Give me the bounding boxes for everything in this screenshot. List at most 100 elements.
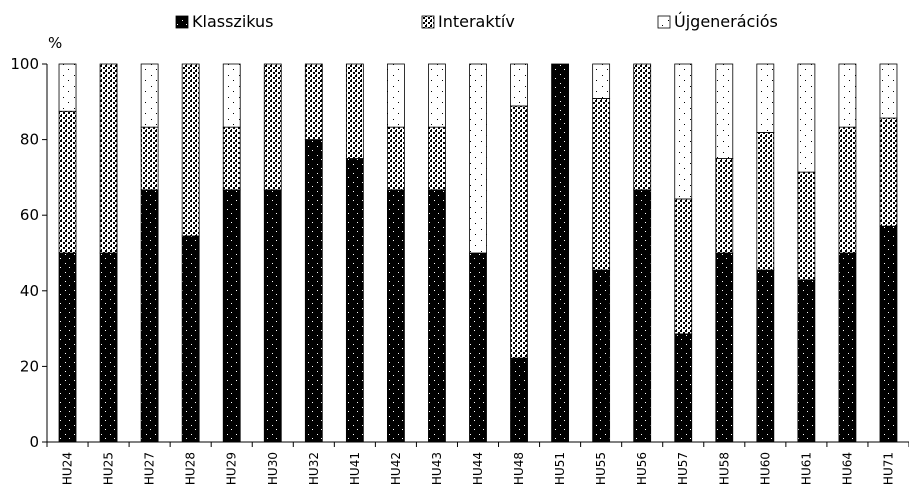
bar-hu24-klasszikus bbox=[58, 252, 77, 443]
bar-stack-hu71 bbox=[879, 63, 898, 443]
bar-hu48-ujgeneracios bbox=[510, 63, 528, 107]
bar-hu32-klasszikus bbox=[304, 139, 323, 443]
bar-hu25-klasszikus bbox=[99, 252, 118, 443]
bar-hu48-klasszikus bbox=[510, 357, 528, 443]
bar-hu41-klasszikus bbox=[345, 158, 364, 443]
x-tick-label: HU51 bbox=[553, 452, 567, 485]
bar-stack-hu25 bbox=[99, 63, 118, 443]
bar-hu42-ujgeneracios bbox=[387, 63, 405, 128]
bar-stack-hu51 bbox=[551, 63, 569, 443]
y-tick-label: 80 bbox=[20, 131, 39, 149]
bar-stack-hu28 bbox=[181, 63, 200, 443]
bar-stack-hu30 bbox=[263, 63, 282, 443]
bar-hu60-interaktiv bbox=[756, 132, 775, 271]
legend-item-ujgeneracios: Újgenerációs bbox=[657, 12, 778, 31]
bar-hu61-interaktiv bbox=[797, 171, 816, 281]
bar-stack-hu48 bbox=[510, 63, 528, 443]
legend-label: Klasszikus bbox=[192, 12, 274, 31]
bar-hu28-klasszikus bbox=[181, 235, 200, 443]
legend-item-klasszikus: Klasszikus bbox=[175, 12, 274, 31]
x-tick-label: HU57 bbox=[676, 452, 690, 485]
bar-hu58-interaktiv bbox=[715, 158, 734, 254]
bar-hu43-klasszikus bbox=[428, 189, 446, 443]
legend: Klasszikus Interaktív Újgenerációs bbox=[175, 12, 778, 31]
bar-stack-hu56 bbox=[633, 63, 652, 443]
bar-hu29-klasszikus bbox=[222, 189, 241, 443]
bar-hu60-ujgeneracios bbox=[756, 63, 775, 133]
bar-hu55-klasszikus bbox=[592, 269, 611, 443]
y-tick-label: 100 bbox=[10, 55, 39, 73]
bar-hu43-interaktiv bbox=[428, 126, 446, 191]
bar-stack-hu58 bbox=[715, 63, 734, 443]
x-tick-label: HU64 bbox=[840, 452, 854, 485]
x-tick-label: HU41 bbox=[348, 452, 362, 485]
x-tick-label: HU56 bbox=[635, 452, 649, 485]
bar-hu60-klasszikus bbox=[756, 269, 775, 443]
x-tick-label: HU48 bbox=[512, 452, 526, 485]
bar-stack-hu24 bbox=[58, 63, 77, 443]
bar-stack-hu27 bbox=[140, 63, 159, 443]
bar-stack-hu61 bbox=[797, 63, 816, 443]
bar-stack-hu60 bbox=[756, 63, 775, 443]
bar-hu61-ujgeneracios bbox=[797, 63, 816, 173]
legend-swatch bbox=[175, 15, 189, 29]
x-tick-label: HU43 bbox=[430, 452, 444, 485]
y-tick-label: 40 bbox=[20, 282, 39, 300]
bar-hu32-interaktiv bbox=[304, 63, 323, 140]
bar-stack-hu64 bbox=[838, 63, 857, 443]
bar-hu56-klasszikus bbox=[633, 189, 652, 443]
x-tick-label: HU55 bbox=[594, 452, 608, 485]
bar-hu56-interaktiv bbox=[633, 63, 652, 191]
y-tick-label: 20 bbox=[20, 357, 39, 375]
legend-swatch bbox=[421, 15, 435, 29]
y-tick-label: 60 bbox=[20, 206, 39, 224]
bar-hu42-interaktiv bbox=[387, 126, 405, 191]
x-tick-label: HU25 bbox=[102, 452, 116, 485]
x-tick-label: HU29 bbox=[225, 452, 239, 485]
bar-hu27-ujgeneracios bbox=[140, 63, 159, 128]
bar-hu44-klasszikus bbox=[469, 252, 487, 443]
bar-hu29-ujgeneracios bbox=[222, 63, 241, 128]
x-tick-labels: HU24 HU25 HU27 HU28 HU29 HU30 HU32 HU41 HU42 HU43… bbox=[61, 452, 896, 485]
bar-hu58-ujgeneracios bbox=[715, 63, 734, 159]
bar-hu27-interaktiv bbox=[140, 126, 159, 191]
bar-stack-hu41 bbox=[345, 63, 364, 443]
x-tick-label: HU42 bbox=[389, 452, 403, 485]
bar-hu27-klasszikus bbox=[140, 189, 159, 443]
x-tick-label: HU28 bbox=[184, 452, 198, 485]
bar-stack-hu44 bbox=[469, 63, 487, 443]
bar-hu29-interaktiv bbox=[222, 126, 241, 191]
bar-hu61-klasszikus bbox=[797, 279, 816, 443]
x-tick-label: HU61 bbox=[799, 452, 813, 485]
x-tick-label: HU71 bbox=[881, 452, 895, 485]
x-tick-label: HU58 bbox=[717, 452, 731, 485]
bar-hu55-ujgeneracios bbox=[592, 63, 611, 99]
legend-label: Interaktív bbox=[438, 12, 515, 31]
bar-hu24-interaktiv bbox=[58, 110, 77, 254]
bar-hu30-klasszikus bbox=[263, 189, 282, 443]
x-tick-label: HU30 bbox=[266, 452, 280, 485]
bar-hu42-klasszikus bbox=[387, 189, 405, 443]
bar-hu71-ujgeneracios bbox=[879, 63, 898, 119]
bar-hu24-ujgeneracios bbox=[58, 63, 77, 112]
legend-swatch bbox=[657, 15, 671, 29]
legend-label: Újgenerációs bbox=[674, 12, 778, 31]
bar-stack-hu57 bbox=[674, 63, 693, 443]
x-tick-label: HU32 bbox=[307, 452, 321, 485]
bar-stack-hu32 bbox=[304, 63, 323, 443]
bar-hu64-interaktiv bbox=[838, 126, 857, 254]
bar-hu64-klasszikus bbox=[838, 252, 857, 443]
bar-hu30-interaktiv bbox=[263, 63, 282, 191]
bar-hu41-interaktiv bbox=[345, 63, 364, 159]
bar-stack-hu43 bbox=[428, 63, 446, 443]
bar-hu57-interaktiv bbox=[674, 198, 693, 335]
bar-stack-hu55 bbox=[592, 63, 611, 443]
x-tick-label: HU44 bbox=[471, 452, 485, 485]
x-tick-label: HU27 bbox=[143, 452, 157, 485]
y-axis-label: % bbox=[48, 34, 62, 52]
bar-hu57-klasszikus bbox=[674, 333, 693, 443]
bar-hu57-ujgeneracios bbox=[674, 63, 693, 200]
bar-hu64-ujgeneracios bbox=[838, 63, 857, 128]
